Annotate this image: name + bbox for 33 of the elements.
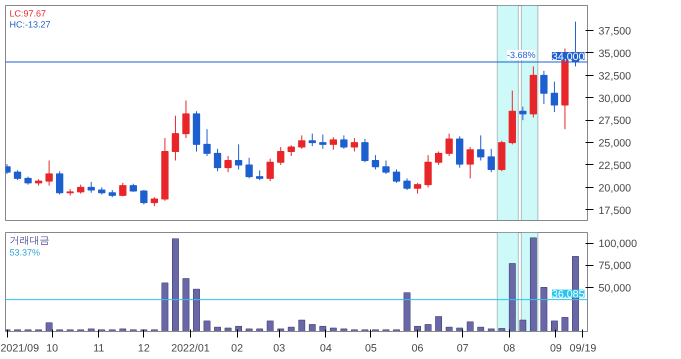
x-tick-label: 2022/01 (171, 342, 210, 354)
x-tick-label: 10 (46, 342, 58, 354)
chart-title: 거래대금 (10, 236, 50, 246)
y-tick-label: 30,000 (598, 92, 632, 105)
annotation: 53.37% (10, 248, 40, 258)
ref-line-label: 36,085 (552, 288, 585, 301)
annotation: HC:-13.27 (10, 20, 51, 30)
x-tick-label: 07 (456, 342, 469, 354)
y-tick-label: 50,000 (598, 282, 632, 294)
y-tick-label: 22,500 (598, 160, 632, 172)
y-tick-label: 100,000 (598, 238, 638, 250)
y-tick-label: 27,500 (598, 115, 632, 128)
y-tick-label: 75,000 (598, 260, 632, 272)
x-tick-label: 02 (231, 342, 244, 354)
y-tick-label: 20,000 (598, 182, 632, 194)
x-tick-label: 06 (412, 342, 424, 354)
x-tick-label: 03 (273, 342, 286, 354)
y-tick-label: 25,000 (598, 138, 632, 150)
x-tick-label: 2021/09 (0, 342, 40, 354)
y-tick-label: 37,500 (598, 26, 632, 38)
annotation: -3.68% (506, 50, 536, 60)
x-tick-label: 08 (503, 342, 516, 354)
y-tick-label: 17,500 (598, 204, 632, 217)
x-tick-label: 09/19 (570, 342, 596, 354)
annotation: LC:97.67 (10, 8, 46, 18)
x-tick-label: 04 (320, 342, 332, 354)
y-tick-label: 32,500 (598, 70, 632, 82)
y-tick-label: 35,000 (598, 48, 632, 60)
x-tick-label: 05 (365, 342, 377, 354)
x-tick-label: 12 (138, 342, 150, 354)
x-tick-label: 11 (93, 342, 104, 354)
x-tick-label: 09 (550, 342, 562, 354)
ref-line-label: 34,000 (552, 50, 585, 63)
